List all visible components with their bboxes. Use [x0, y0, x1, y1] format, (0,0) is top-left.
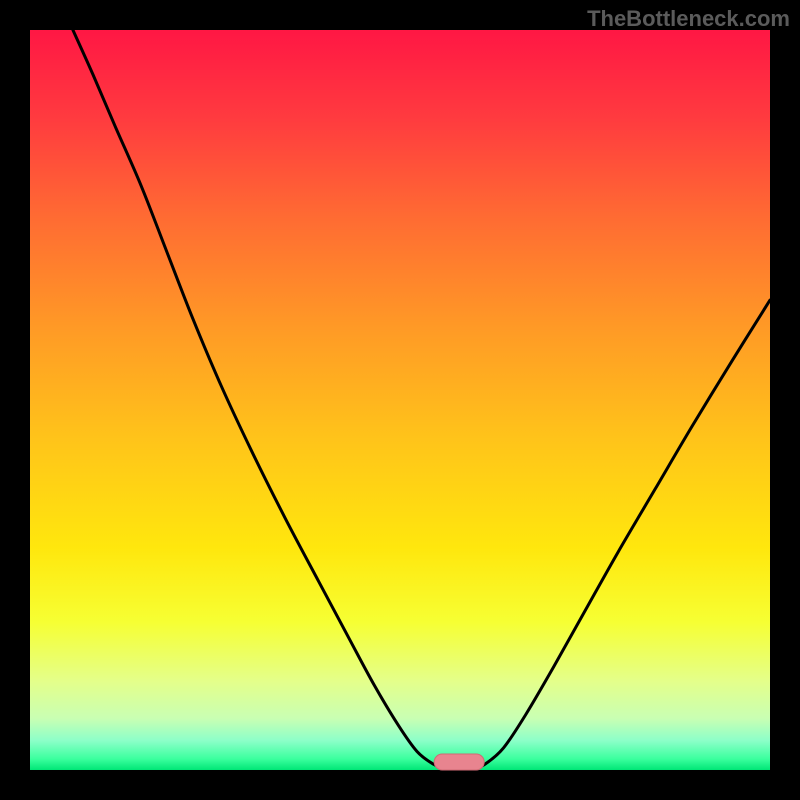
chart-svg [0, 0, 800, 800]
watermark-text: TheBottleneck.com [587, 6, 790, 32]
bottleneck-marker [434, 754, 484, 770]
chart-container: TheBottleneck.com [0, 0, 800, 800]
gradient-background [30, 30, 770, 770]
